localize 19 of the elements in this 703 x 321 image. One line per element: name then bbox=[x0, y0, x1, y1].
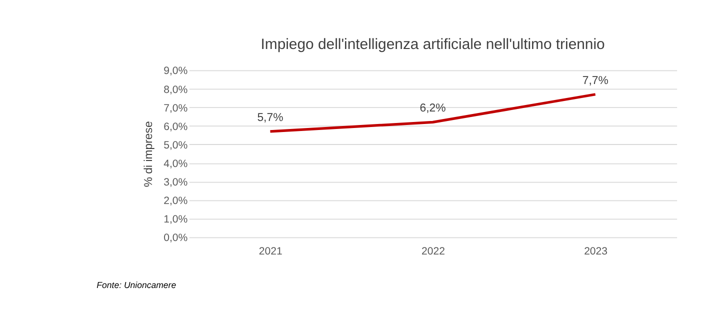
x-tick-label: 2022 bbox=[422, 245, 446, 258]
y-tick-label: 3,0% bbox=[164, 176, 188, 189]
y-tick-label: 4,0% bbox=[164, 158, 188, 170]
x-tick-label: 2023 bbox=[584, 245, 608, 258]
x-tick-label: 2021 bbox=[258, 245, 283, 258]
y-tick-label: 7,0% bbox=[164, 102, 188, 114]
source-note: Fonte: Unioncamere bbox=[96, 280, 176, 290]
y-tick-label: 6,0% bbox=[164, 120, 188, 133]
y-tick-label: 0,0% bbox=[164, 232, 188, 244]
y-tick-label: 2,0% bbox=[164, 195, 188, 208]
chart-title: Impiego dell'intelligenza artificiale nell'ultimo triennio bbox=[260, 36, 605, 54]
y-tick-label: 8,0% bbox=[164, 84, 188, 96]
y-tick-label: 9,0% bbox=[164, 65, 188, 78]
y-tick-label: 1,0% bbox=[164, 214, 188, 226]
y-tick-label: 5,0% bbox=[164, 139, 188, 152]
data-label: 6,2% bbox=[420, 102, 446, 115]
data-label: 5,7% bbox=[257, 112, 284, 124]
y-axis-title: % di imprese bbox=[143, 121, 156, 188]
data-label: 7,7% bbox=[582, 74, 608, 87]
